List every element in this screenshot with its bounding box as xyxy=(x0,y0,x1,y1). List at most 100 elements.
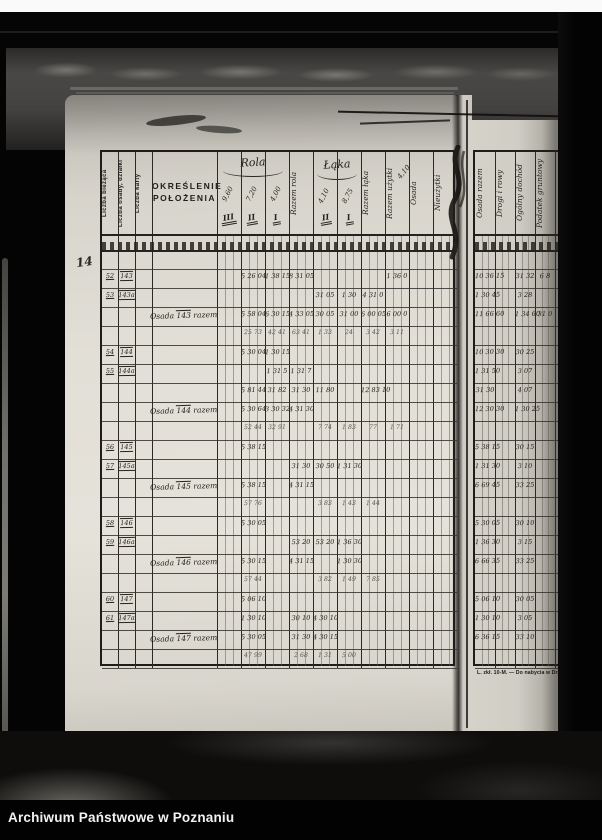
sub-column-rule xyxy=(257,234,258,666)
handwritten-value: 8 31 05 xyxy=(288,271,315,281)
class-rola-iii: III xyxy=(219,210,238,227)
handwritten-value: 47 99 xyxy=(243,651,263,660)
table-row xyxy=(475,250,575,270)
sub-column-rule xyxy=(522,234,523,666)
col-liczba-biezaca: Liczba bieżąca xyxy=(102,169,108,217)
table-row xyxy=(475,554,575,574)
table-row xyxy=(475,421,575,441)
handwritten-value: 1 44 xyxy=(365,499,381,508)
handwritten-value: 1 30 25 xyxy=(514,404,541,414)
col-osada: Osada xyxy=(409,181,418,205)
table-row xyxy=(102,421,457,441)
handwritten-value: 63 41 xyxy=(291,328,311,337)
sub-column-rule xyxy=(441,234,442,666)
table-row xyxy=(102,440,457,460)
table-row xyxy=(475,573,575,593)
osada-number: 147a xyxy=(118,612,135,624)
handwritten-value: 1 31 5 xyxy=(266,366,288,376)
archive-caption: Archiwum Państwowe w Poznaniu xyxy=(8,810,235,825)
table-row xyxy=(102,535,457,555)
osada-razem-label: Osada 143 razem xyxy=(149,309,218,321)
photo-frame-hairline xyxy=(0,31,602,33)
handwritten-value: 1 30 10 xyxy=(474,613,501,623)
handwritten-value: 32 91 xyxy=(267,423,287,432)
table-row xyxy=(475,478,575,498)
handwritten-value: 6 66 35 xyxy=(474,556,501,566)
table-vertical-rule xyxy=(152,152,153,668)
handwritten-value: 33 10 xyxy=(515,632,535,642)
table-vertical-rule xyxy=(433,152,434,668)
sub-column-rule xyxy=(377,234,378,666)
rate-laka-i: 8,75 xyxy=(340,187,355,205)
table-row xyxy=(475,326,575,346)
units-bottom-rule xyxy=(102,250,457,252)
osada-number: 144 xyxy=(120,346,133,358)
row-number: 52 xyxy=(105,271,115,281)
handwritten-value: 5 30 64 xyxy=(240,404,267,414)
handwritten-value: 30 15 xyxy=(515,442,535,452)
handwritten-value: 5 81 44 xyxy=(240,385,267,395)
sub-column-rule xyxy=(393,234,394,666)
handwritten-value: 1 36 0 xyxy=(386,271,408,281)
handwritten-value: 5 06 10 xyxy=(240,594,267,604)
table-row xyxy=(102,345,457,365)
units-row-marks xyxy=(102,242,457,250)
handwritten-value: 5 30 15 xyxy=(240,556,267,566)
handwritten-value: 30 25 xyxy=(515,347,535,357)
handwritten-value: 1 31 50 xyxy=(474,366,501,376)
table-row xyxy=(102,592,457,612)
table-vertical-rule xyxy=(135,152,136,668)
table-vertical-rule xyxy=(535,152,536,668)
table-vertical-rule xyxy=(555,152,556,668)
table-vertical-rule xyxy=(217,152,218,668)
row-number: 59 xyxy=(105,537,115,547)
osada-razem-label: Osada 145 razem xyxy=(149,480,218,492)
handwritten-value: 5 30 05 xyxy=(240,518,267,528)
handwritten-value: 5 00 xyxy=(341,651,357,660)
handwritten-value: 30 50 xyxy=(315,461,335,471)
handwritten-value: 4 31 0 xyxy=(362,290,384,300)
rate-rola-ii: 7,20 xyxy=(244,185,259,203)
gutter-line xyxy=(466,100,468,728)
group-rola-bracket xyxy=(223,170,283,177)
table-row xyxy=(475,611,575,631)
handwritten-value: 4 31 15 xyxy=(288,480,315,490)
document-page-left xyxy=(65,95,458,731)
table-row xyxy=(102,573,457,593)
osada-number: 143a xyxy=(118,289,135,301)
handwritten-value: 10 36 15 xyxy=(474,271,505,281)
table-row xyxy=(475,288,575,308)
table-row xyxy=(475,592,575,612)
table-row xyxy=(102,307,457,327)
row-number: 54 xyxy=(105,347,115,357)
handwritten-value: 5 30 04 xyxy=(240,347,267,357)
photo-bottom-shadow xyxy=(0,731,602,801)
col-osada-razem: Osada razem xyxy=(475,168,484,218)
sub-column-rule xyxy=(548,234,549,666)
handwritten-value: 1 34 60 xyxy=(514,309,541,319)
document-page-right xyxy=(468,120,558,731)
osada-number: 147 xyxy=(120,593,133,605)
table-row xyxy=(102,516,457,536)
col-razem-rola: Razem rola xyxy=(289,171,298,215)
handwritten-value: 12 83 10 xyxy=(360,385,391,395)
handwritten-value: 1 36 30 xyxy=(474,537,501,547)
col-liczba-karty: Liczba karty xyxy=(135,173,141,213)
sub-column-rule xyxy=(249,234,250,666)
handwritten-value: 77 xyxy=(368,423,378,432)
sub-column-rule xyxy=(297,234,298,666)
sub-column-rule xyxy=(225,234,226,666)
handwritten-value: 4 31 30 xyxy=(288,404,315,414)
osada-number: 146a xyxy=(118,536,135,548)
scan-top-white-strip xyxy=(0,0,602,12)
table-row xyxy=(102,497,457,517)
handwritten-value: 31 82 xyxy=(267,385,287,395)
handwritten-value: 1 30 45 xyxy=(474,290,501,300)
caption-bar xyxy=(0,800,602,840)
handwritten-value: 12 30 30 xyxy=(474,404,505,414)
table-row xyxy=(102,269,457,289)
table-row xyxy=(475,535,575,555)
table-row xyxy=(475,459,575,479)
handwritten-value: 31 05 xyxy=(315,290,335,300)
cadastral-table-left: Liczba bieżąca Liczba osady, działki Lic… xyxy=(100,150,457,669)
